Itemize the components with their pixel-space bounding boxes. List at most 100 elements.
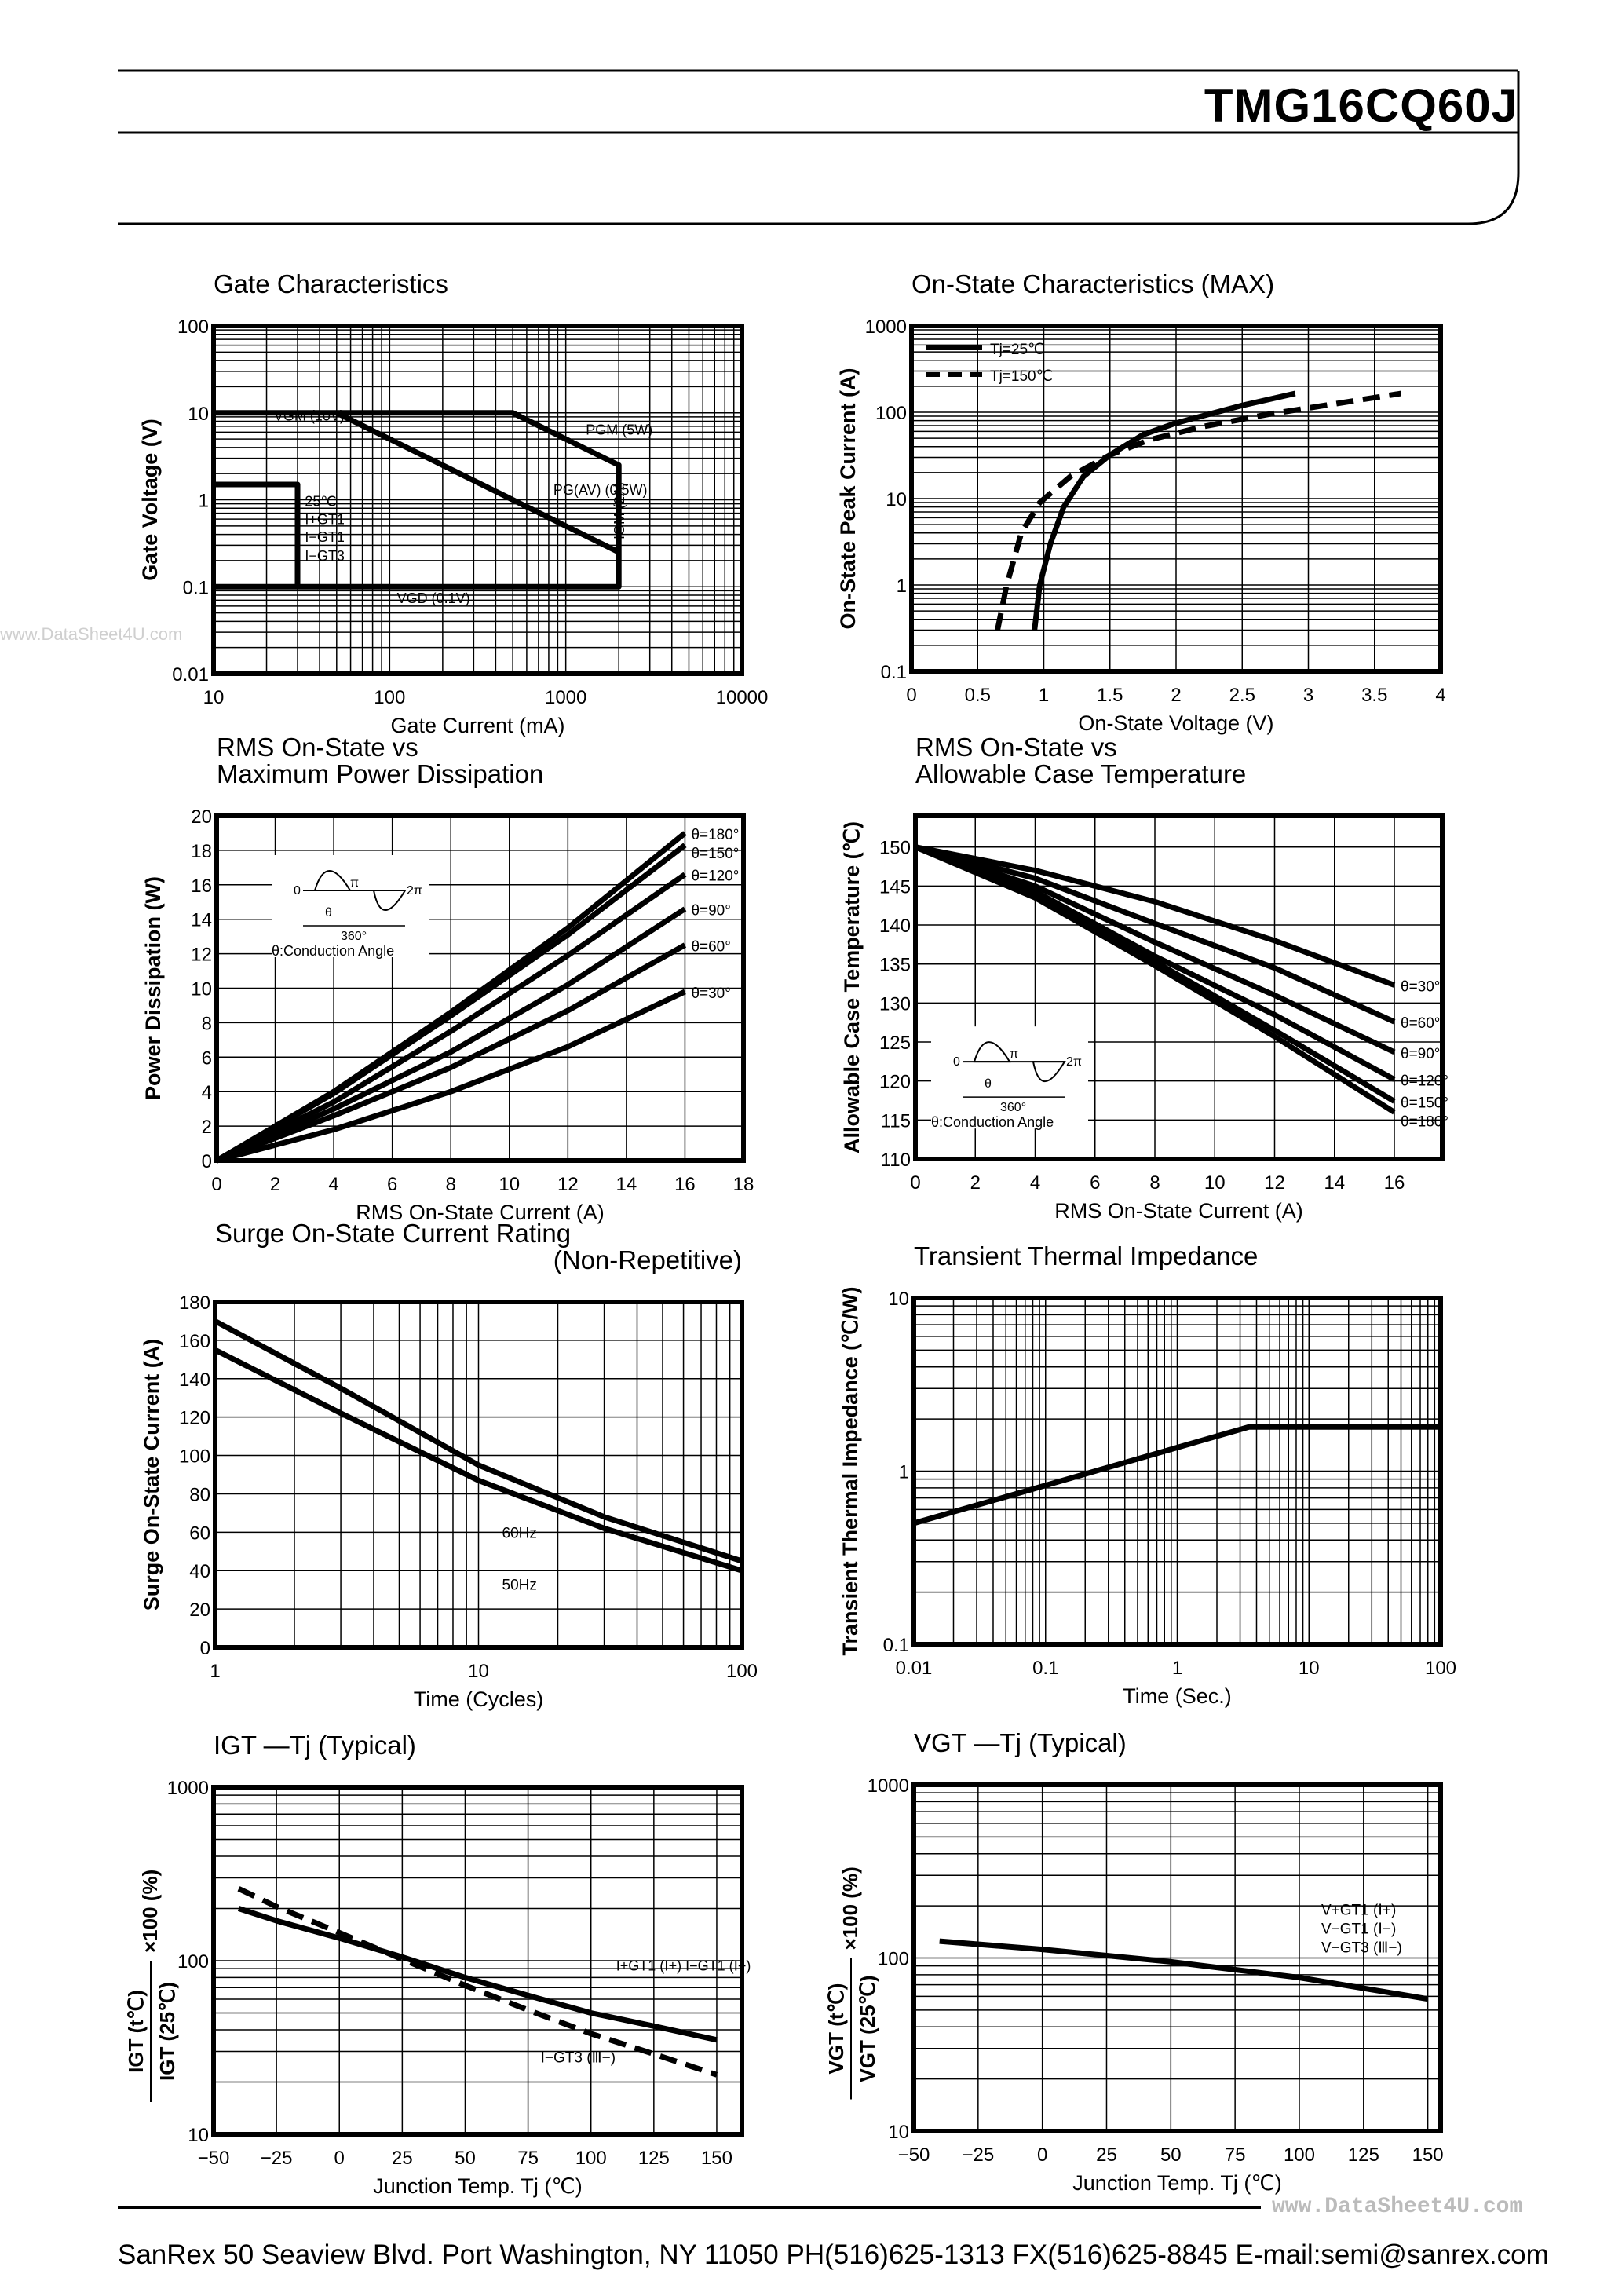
annotation: I−GT3: [305, 548, 345, 564]
y-axis-label: Gate Voltage (V): [138, 419, 162, 581]
y-tick-label: 125: [879, 1033, 911, 1054]
footer-watermark: www.DataSheet4U.com: [1272, 2195, 1523, 2219]
series-label: θ=90°: [691, 903, 730, 919]
series-line: [995, 390, 1402, 631]
y-tick-label: 10: [886, 489, 907, 510]
series-line: [215, 843, 687, 1164]
half-wave-negative: [1032, 1061, 1066, 1083]
y-tick-label: 130: [879, 993, 911, 1015]
y-tick-label: 1000: [167, 1778, 209, 1799]
x-axis-label: RMS On-State Current (A): [356, 1201, 605, 1224]
inset-mark: 0: [294, 884, 301, 898]
x-tick-label: 0: [211, 1174, 221, 1195]
x-tick-label: 10: [1204, 1172, 1226, 1194]
y-tick-label: 120: [179, 1408, 210, 1429]
series-label: θ=120°: [1401, 1073, 1448, 1090]
x-tick-label: 2.5: [1229, 685, 1255, 706]
plot-frame: [211, 324, 744, 676]
annotation: PG(AV) (0.5W): [553, 482, 648, 498]
inset-mark: θ: [985, 1077, 992, 1091]
series-line: [215, 872, 687, 1164]
x-tick-label: −25: [962, 2144, 994, 2166]
y-tick-label: 10: [888, 2122, 909, 2143]
y-label-numerator: IGT (t℃): [124, 1990, 148, 2073]
series-label: θ=60°: [1401, 1015, 1440, 1032]
series-line: [335, 410, 620, 555]
inset-mark: θ: [325, 906, 332, 919]
half-wave-positive: [973, 1041, 1011, 1063]
series-label: θ=60°: [691, 939, 730, 956]
chart-title: RMS On-State vs: [217, 733, 418, 762]
plot-frame: [911, 1782, 1443, 2133]
y-tick-label: 0.1: [883, 1635, 909, 1656]
series-label: I+GT1 (Ⅰ+) I−GT1 (Ⅰ−): [616, 1958, 751, 1973]
x-tick-label: 75: [517, 2148, 539, 2169]
annotation: VGD (0.1V): [397, 590, 470, 606]
chart-title: VGT —Tj (Typical): [914, 1728, 1127, 1757]
x-tick-label: 12: [1264, 1172, 1285, 1194]
y-label-suffix: ×100 (%): [838, 1866, 862, 1950]
y-tick-label: 100: [878, 1949, 909, 1970]
x-tick-label: 10: [1299, 1658, 1320, 1679]
y-tick-label: 16: [191, 876, 212, 897]
annotation: VGM (10V): [274, 408, 345, 423]
y-tick-label: 0: [202, 1151, 212, 1172]
inset-mark: π: [350, 876, 359, 890]
series-line: [914, 844, 1396, 1055]
x-tick-label: 1.5: [1097, 685, 1123, 706]
chart-title: Allowable Case Temperature: [915, 759, 1246, 788]
x-axis-label: Time (Sec.): [1123, 1684, 1232, 1708]
y-tick-label: 10: [191, 979, 212, 1000]
y-tick-label: 150: [879, 838, 911, 859]
plot-frame: [909, 324, 1443, 674]
inset-mark: 360°: [1000, 1101, 1026, 1114]
y-tick-label: 1: [897, 576, 907, 597]
plot-frame: [213, 1300, 744, 1650]
series-line: [216, 989, 686, 1164]
x-tick-label: 16: [674, 1174, 696, 1195]
x-tick-label: 1: [210, 1661, 220, 1682]
series-line: [913, 1424, 1441, 1526]
y-tick-label: 4: [202, 1082, 212, 1103]
grid: [213, 1787, 742, 2135]
x-tick-label: 50: [455, 2148, 476, 2169]
y-tick-label: 145: [879, 876, 911, 898]
x-tick-label: 4: [1030, 1172, 1040, 1194]
series-line: [915, 844, 1396, 988]
x-tick-label: 14: [1324, 1172, 1345, 1194]
chart-4: 0 2 4 6 8 10 12 14 16 110 115 120 125 130 135 140 145 150…: [840, 733, 1448, 1223]
annotation: 25℃: [305, 493, 336, 509]
y-tick-label: 2: [202, 1117, 212, 1138]
x-axis-label: On-State Voltage (V): [1078, 711, 1273, 735]
y-axis-label: Surge On-State Current (A): [140, 1339, 163, 1611]
y-tick-label: 40: [189, 1561, 210, 1582]
x-axis-label: Gate Current (mA): [390, 714, 564, 737]
x-tick-label: 14: [616, 1174, 637, 1195]
y-tick-label: 20: [189, 1600, 210, 1621]
y-tick-label: 12: [191, 945, 212, 966]
y-tick-label: 0.1: [183, 577, 209, 598]
chart-5: 1 10 100 0 20 40 60 80 100 120 140 160 180 Surge On-S…: [140, 1219, 758, 1711]
x-tick-label: 10000: [716, 687, 769, 708]
y-tick-label: 8: [202, 1013, 212, 1034]
series-line: [939, 1938, 1429, 2002]
x-tick-label: 50: [1160, 2144, 1182, 2166]
x-tick-label: 3: [1303, 685, 1313, 706]
y-tick-label: 80: [189, 1484, 210, 1505]
chart-title: IGT —Tj (Typical): [214, 1731, 416, 1760]
y-tick-label: 6: [202, 1047, 212, 1069]
y-tick-label: 0: [200, 1638, 210, 1659]
x-tick-label: 8: [446, 1174, 456, 1195]
watermark: www.DataSheet4U.com: [0, 624, 183, 644]
chart-3: 0 2 4 6 8 10 12 14 16 18 0 2 4 6 8 10 12 14 16 18 20 RMS On-S…: [141, 733, 754, 1224]
plot-frame: [211, 1785, 744, 2137]
series-label: θ=30°: [691, 985, 730, 1002]
x-tick-label: 0.1: [1032, 1658, 1058, 1679]
x-tick-label: 150: [1412, 2144, 1444, 2166]
y-axis-label: Power Dissipation (W): [141, 876, 165, 1100]
series-label: θ=30°: [1401, 979, 1440, 996]
x-tick-label: 10: [499, 1174, 520, 1195]
